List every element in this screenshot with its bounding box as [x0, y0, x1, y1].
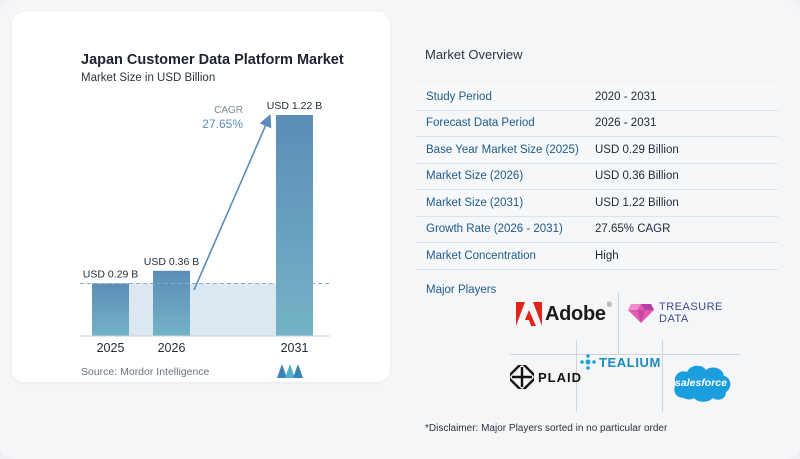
major-players-grid: Adobe ® TREASURE DATA PLAID: [500, 292, 740, 412]
tealium-icon: [580, 354, 596, 370]
bar-value-label: USD 0.29 B: [83, 268, 138, 280]
bar-2026: [153, 270, 190, 336]
row-label: Base Year Market Size (2025): [426, 143, 579, 156]
player-name: salesforce: [675, 377, 727, 389]
row-label: Study Period: [426, 90, 492, 103]
player-plaid: PLAID: [510, 365, 582, 389]
registered-mark: ®: [606, 302, 612, 309]
overview-row: Base Year Market Size (2025) USD 0.29 Bi…: [416, 137, 778, 164]
row-value: USD 0.29 Billion: [595, 143, 679, 156]
bar-2031: [276, 115, 313, 336]
row-value: 2020 - 2031: [595, 90, 657, 103]
disclaimer-note: *Disclaimer: Major Players sorted in no …: [425, 423, 668, 434]
bar-value-label: USD 1.22 B: [267, 100, 322, 112]
source-note: Source: Mordor Intelligence: [81, 366, 210, 378]
player-name: TEALIUM: [599, 354, 661, 370]
row-value: USD 0.36 Billion: [595, 170, 679, 183]
x-tick-label: 2031: [281, 341, 309, 355]
overview-row: Growth Rate (2026 - 2031) 27.65% CAGR: [416, 217, 778, 243]
row-label: Market Concentration: [426, 249, 536, 262]
salesforce-cloud-icon: [674, 365, 731, 402]
mordor-logo-icon: [277, 364, 303, 378]
player-tealium: TEALIUM: [580, 354, 661, 370]
player-name: Adobe: [545, 302, 606, 325]
player-salesforce: salesforce: [670, 362, 732, 404]
grid-divider: [662, 340, 663, 412]
player-adobe: Adobe ®: [516, 302, 612, 326]
overview-title: Market Overview: [425, 47, 523, 62]
row-value: 2026 - 2031: [595, 117, 657, 130]
grid-divider: [510, 354, 740, 355]
overview-row: Forecast Data Period 2026 - 2031: [416, 111, 778, 137]
overview-row: Market Concentration High: [416, 243, 778, 270]
player-name: TREASURE DATA: [659, 301, 723, 325]
row-label: Market Size (2026): [426, 170, 524, 183]
overview-row: Market Size (2026) USD 0.36 Billion: [416, 164, 778, 190]
chart-title: Japan Customer Data Platform Market: [81, 52, 344, 68]
overview-row: Market Size (2031) USD 1.22 Billion: [416, 190, 778, 217]
cagr-label: CAGR: [214, 105, 243, 116]
row-label: Forecast Data Period: [426, 117, 535, 130]
bar-chart: USD 0.29 B 2025 USD 0.36 B 2026 USD 1.22 B 20…: [80, 100, 330, 355]
bar-2025: [92, 283, 129, 336]
row-value: 27.65% CAGR: [595, 223, 671, 236]
overview-row: Study Period 2020 - 2031: [416, 84, 778, 111]
overview-table: Study Period 2020 - 2031 Forecast Data P…: [416, 84, 778, 270]
treasure-data-gem-icon: [628, 304, 654, 323]
bar-value-label: USD 0.36 B: [144, 256, 199, 268]
player-name: PLAID: [538, 369, 582, 385]
cagr-value: 27.65%: [202, 117, 243, 131]
adobe-icon: [516, 302, 542, 326]
grid-divider: [576, 340, 577, 412]
cagr-arrow: [193, 114, 272, 291]
row-label: Market Size (2031): [426, 196, 524, 209]
major-players-label: Major Players: [426, 284, 497, 296]
x-tick-label: 2025: [97, 341, 125, 355]
chart-subtitle: Market Size in USD Billion: [81, 72, 216, 84]
plaid-pattern-icon: [510, 365, 534, 389]
x-tick-label: 2026: [158, 341, 186, 355]
grid-divider: [618, 292, 619, 354]
row-value: High: [595, 249, 619, 262]
row-value: USD 1.22 Billion: [595, 196, 679, 209]
row-label: Growth Rate (2026 - 2031): [426, 223, 563, 236]
player-treasure-data: TREASURE DATA: [628, 301, 723, 325]
